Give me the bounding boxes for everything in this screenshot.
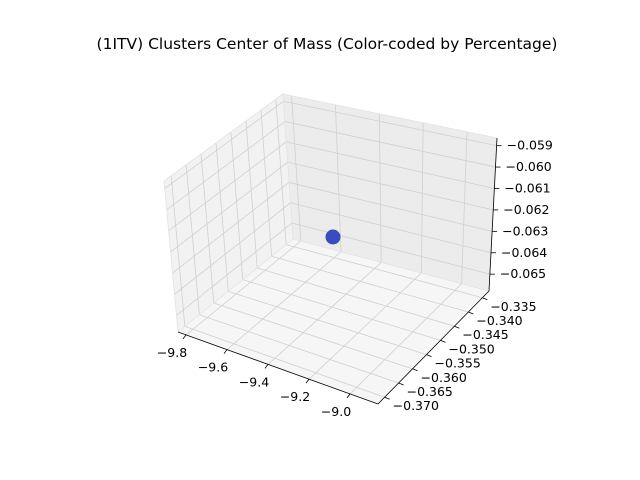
y-grid-line [230, 131, 244, 280]
x-tick [182, 334, 187, 340]
z-grid-line [289, 182, 493, 232]
z-grid-line [174, 202, 291, 295]
z-grid-line [284, 121, 496, 168]
x-grid-line [226, 251, 342, 350]
z-grid-line [176, 222, 293, 316]
x-grid-line [349, 283, 462, 395]
z-grid-line [286, 141, 495, 189]
y-grid-line [200, 153, 215, 304]
x-tick-label: −9.0 [321, 404, 351, 419]
x-tick [305, 378, 310, 384]
z-grid-line [290, 202, 492, 254]
floor-pane [178, 239, 489, 404]
y-grid-line [285, 244, 483, 299]
axis-ticks [182, 145, 502, 400]
y-tick-label: −0.355 [435, 356, 481, 371]
y-tick [454, 325, 460, 329]
z-tick-label: −0.060 [505, 159, 551, 174]
x-grid-line [378, 113, 382, 263]
x-grid-line [308, 272, 422, 380]
z-grid-line [166, 121, 286, 211]
axis-tick-labels: −9.8−9.6−9.4−9.2−9.0−0.335−0.340−0.345−0… [157, 138, 553, 419]
y-tick-label: −0.340 [476, 313, 522, 328]
x-grid-line [291, 95, 302, 242]
y-grid-line [242, 279, 441, 341]
y-grid-line [170, 175, 186, 327]
left-pane [164, 94, 293, 332]
z-tick-label: −0.064 [501, 245, 547, 260]
y-tick [440, 340, 446, 343]
pane-edge [177, 238, 294, 333]
x-tick [223, 349, 228, 354]
x-tick-label: −9.6 [198, 360, 228, 375]
y-tick [398, 382, 404, 386]
y-tick [384, 396, 390, 400]
z-axis-line [488, 137, 498, 292]
z-grid-line [287, 161, 494, 211]
pane-edge [282, 93, 498, 139]
x-grid-line [185, 240, 302, 336]
x-grid-line [420, 122, 424, 274]
y-grid-line [275, 99, 287, 245]
z-grid-line [283, 100, 497, 147]
x-axis-line [177, 331, 379, 405]
pane-edge [163, 93, 284, 182]
chart-title: (1ITV) Clusters Center of Mass (Color-co… [97, 35, 558, 53]
y-tick [468, 311, 474, 315]
z-tick-label: −0.062 [503, 202, 549, 217]
y-tick [412, 368, 418, 372]
pane-edge [282, 93, 294, 240]
y-tick [482, 297, 488, 301]
x-tick-label: −9.2 [280, 389, 310, 404]
y-tick-label: −0.350 [448, 341, 494, 356]
x-grid-line [267, 262, 382, 365]
y-tick-label: −0.360 [421, 370, 467, 385]
pane-edge [163, 180, 179, 333]
y-tick-label: −0.370 [393, 398, 439, 413]
z-grid-line [172, 182, 290, 274]
x-grid-line [335, 104, 342, 252]
grid-lines [163, 93, 498, 398]
y-tick-label: −0.345 [462, 327, 508, 342]
data-points [325, 229, 341, 245]
y-grid-line [257, 267, 455, 327]
z-grid-line [170, 161, 288, 253]
y-grid-line [245, 121, 258, 268]
z-tick-label: −0.059 [507, 138, 553, 153]
x-tick-label: −9.4 [239, 374, 269, 389]
y-grid-line [215, 142, 229, 292]
z-grid-line [291, 222, 490, 275]
y-axis-line [377, 290, 490, 405]
y-grid-line [260, 110, 273, 257]
y-tick-label: −0.365 [407, 384, 453, 399]
y-grid-line [199, 314, 399, 384]
y-grid-line [228, 290, 427, 355]
y-grid-line [185, 164, 200, 315]
z-tick-label: −0.065 [500, 266, 546, 281]
pane-edge [292, 238, 490, 292]
z-tick-label: −0.061 [504, 180, 550, 195]
y-grid-line [213, 302, 413, 370]
y-grid-line [184, 326, 385, 398]
z-grid-line [168, 141, 287, 232]
axis-lines [177, 137, 498, 405]
x-grid-line [461, 131, 468, 284]
y-grid-line [271, 255, 469, 313]
x-tick [264, 364, 269, 369]
z-grid-line [164, 100, 284, 189]
x-tick [346, 393, 351, 399]
z-tick-label: −0.063 [502, 223, 548, 238]
y-tick [426, 354, 432, 357]
y-tick-label: −0.335 [490, 299, 536, 314]
data-point [325, 229, 341, 245]
x-tick-label: −9.8 [157, 345, 187, 360]
